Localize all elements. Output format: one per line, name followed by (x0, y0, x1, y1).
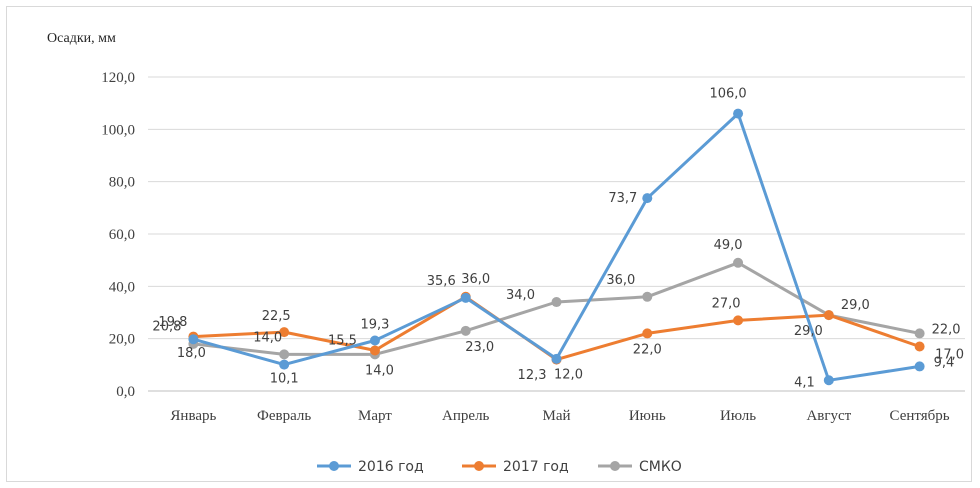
data-label: 34,0 (506, 288, 535, 303)
data-label: 29,0 (841, 298, 870, 313)
data-point (279, 359, 290, 370)
data-label: 23,0 (465, 340, 494, 355)
y-tick-label: 60,0 (109, 227, 135, 243)
legend-marker (474, 461, 484, 471)
data-point (460, 292, 471, 303)
x-tick-label: Январь (170, 408, 216, 424)
data-label: 18,0 (177, 346, 206, 361)
y-tick-label: 120,0 (101, 70, 135, 86)
legend-label: 2016 год (358, 459, 424, 475)
x-tick-label: Май (542, 408, 570, 424)
chart-frame (6, 6, 972, 482)
x-tick-label: Февраль (257, 408, 311, 424)
data-point (733, 257, 744, 268)
data-point (551, 353, 562, 364)
data-point (279, 349, 290, 360)
legend-label: 2017 год (503, 459, 569, 475)
data-label: 73,7 (608, 191, 637, 206)
data-label: 12,3 (518, 368, 547, 383)
data-point (823, 310, 834, 321)
data-point (914, 328, 925, 339)
series-line (191, 261, 922, 356)
legend-label: СМКО (639, 459, 682, 475)
data-label: 10,1 (270, 372, 299, 387)
data-label: 35,6 (427, 274, 456, 289)
data-label: 14,0 (253, 330, 282, 345)
data-point (823, 375, 834, 386)
data-label: 36,0 (606, 273, 635, 288)
data-label: 14,0 (365, 363, 394, 378)
data-label: 36,0 (461, 272, 490, 287)
y-tick-label: 40,0 (109, 279, 135, 295)
data-label: 49,0 (714, 238, 743, 253)
data-point (369, 345, 380, 356)
y-tick-label: 0,0 (116, 384, 135, 400)
series-line (191, 112, 922, 382)
y-tick-label: 80,0 (109, 175, 135, 191)
x-tick-label: Март (358, 408, 392, 424)
x-tick-label: Апрель (442, 408, 490, 424)
x-tick-label: Август (806, 408, 851, 424)
x-tick-label: Июнь (629, 408, 666, 424)
data-label: 19,3 (360, 317, 389, 332)
x-tick-label: Июль (720, 408, 756, 424)
y-tick-label: 100,0 (101, 122, 135, 138)
y-tick-label: 20,0 (109, 332, 135, 348)
data-label: 29,0 (794, 324, 823, 339)
data-label: 15,5 (328, 333, 357, 348)
data-point (551, 297, 562, 308)
data-point (733, 108, 744, 119)
data-point (914, 341, 925, 352)
data-label: 22,0 (932, 322, 961, 337)
data-point (642, 193, 653, 204)
data-label: 20,8 (152, 320, 181, 335)
data-point (733, 315, 744, 326)
data-label: 27,0 (712, 296, 741, 311)
x-tick-label: Сентябрь (890, 408, 950, 424)
data-label: 106,0 (709, 87, 746, 102)
data-point (642, 328, 653, 339)
data-label: 17,0 (935, 348, 964, 363)
data-label: 22,0 (633, 342, 662, 357)
data-point (914, 361, 925, 372)
data-point (460, 325, 471, 336)
data-label: 4,1 (794, 375, 815, 390)
data-label: 22,5 (262, 309, 291, 324)
legend-marker (329, 461, 339, 471)
data-label: 19,8 (158, 315, 187, 330)
y-axis-label: Осадки, мм (47, 31, 116, 46)
data-label: 12,0 (554, 368, 583, 383)
data-point (188, 334, 199, 345)
data-point (369, 335, 380, 346)
data-point (279, 327, 290, 338)
data-label: 9,4 (934, 355, 955, 370)
data-point (642, 291, 653, 302)
legend-marker (610, 461, 620, 471)
